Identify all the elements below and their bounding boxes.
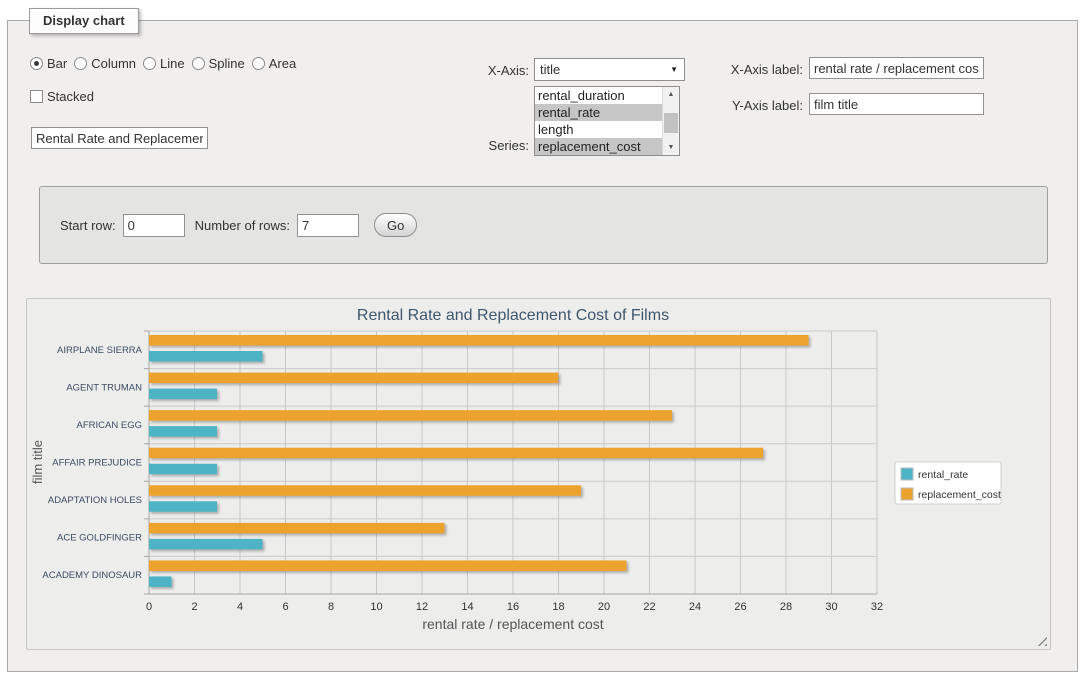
- radio-icon[interactable]: [143, 57, 157, 70]
- bar-rental_rate: [149, 501, 218, 512]
- series-multiselect[interactable]: rental_duration rental_rate length replacem…: [534, 86, 680, 156]
- svg-text:18: 18: [552, 601, 564, 613]
- svg-text:32: 32: [871, 601, 883, 613]
- x-axis-select-label: X-Axis:: [487, 63, 529, 78]
- svg-text:rental rate / replacement cost: rental rate / replacement cost: [422, 616, 603, 632]
- go-button[interactable]: Go: [374, 213, 418, 237]
- svg-text:12: 12: [416, 601, 428, 613]
- bar-rental_rate: [149, 351, 263, 362]
- svg-text:20: 20: [598, 601, 610, 613]
- legend-swatch-replacement_cost: [900, 487, 914, 501]
- radio-icon[interactable]: [191, 57, 205, 70]
- display-chart-fieldset: Display chart Bar Column Line Spline Area St…: [7, 8, 1078, 672]
- svg-text:ACE GOLDFINGER: ACE GOLDFINGER: [57, 533, 142, 544]
- radio-label: Bar: [47, 56, 68, 71]
- chart-type-radio-line[interactable]: Line: [143, 56, 185, 71]
- series-options: rental_duration rental_rate length replacem…: [535, 87, 662, 155]
- radio-icon[interactable]: [74, 57, 88, 70]
- chart-type-radio-column[interactable]: Column: [74, 56, 136, 71]
- svg-text:ADAPTATION HOLES: ADAPTATION HOLES: [48, 495, 142, 506]
- svg-text:AFRICAN EGG: AFRICAN EGG: [77, 420, 142, 431]
- svg-text:22: 22: [643, 601, 655, 613]
- dropdown-arrow-icon: ▼: [670, 65, 678, 74]
- scrollbar-thumb[interactable]: [664, 113, 678, 133]
- svg-text:6: 6: [282, 601, 288, 613]
- bar-replacement_cost: [149, 372, 559, 384]
- svg-text:0: 0: [146, 601, 152, 613]
- scrollbar-up-icon[interactable]: ▲: [663, 87, 679, 102]
- chart-title-input[interactable]: [31, 127, 208, 149]
- chart-type-radio-area[interactable]: Area: [251, 56, 297, 71]
- svg-text:8: 8: [328, 601, 334, 613]
- series-list-label: Series:: [488, 138, 529, 153]
- svg-text:AFFAIR PREJUDICE: AFFAIR PREJUDICE: [52, 458, 142, 469]
- x-axis-label-label: X-Axis label:: [730, 62, 803, 77]
- series-option-length[interactable]: length: [538, 122, 574, 137]
- radio-icon[interactable]: [30, 57, 43, 70]
- x-axis-select[interactable]: title ▼: [534, 58, 685, 81]
- row-range-panel: Start row: Number of rows: Go: [39, 186, 1048, 264]
- chart-legend: rental_rate replacement_cost: [894, 461, 1002, 505]
- radio-label: Area: [268, 56, 297, 71]
- bar-rental_rate: [149, 463, 218, 475]
- radio-icon[interactable]: [251, 57, 265, 70]
- checkbox-icon[interactable]: [30, 90, 43, 103]
- bar-rental_rate: [149, 576, 172, 587]
- series-scrollbar[interactable]: ▲ ▼: [662, 87, 679, 155]
- resize-grip-icon[interactable]: [1036, 635, 1047, 646]
- y-axis-label-input[interactable]: [809, 93, 984, 115]
- svg-text:replacement_cost: replacement_cost: [918, 489, 1001, 501]
- bar-replacement_cost: [149, 447, 764, 459]
- svg-text:ACADEMY DINOSAUR: ACADEMY DINOSAUR: [42, 570, 142, 581]
- svg-text:14: 14: [461, 601, 473, 613]
- radio-label: Column: [91, 56, 137, 71]
- chart-type-radio-spline[interactable]: Spline: [191, 56, 245, 71]
- svg-text:4: 4: [237, 601, 243, 613]
- x-axis-label-input[interactable]: [809, 57, 984, 79]
- svg-text:10: 10: [370, 601, 382, 613]
- svg-text:AIRPLANE SIERRA: AIRPLANE SIERRA: [57, 345, 143, 356]
- series-option-rental_duration[interactable]: rental_duration: [538, 88, 625, 103]
- svg-text:24: 24: [689, 601, 701, 613]
- bar-replacement_cost: [149, 335, 809, 346]
- svg-text:16: 16: [507, 601, 519, 613]
- svg-text:film title: film title: [30, 440, 45, 484]
- svg-text:Rental Rate and Replacement Co: Rental Rate and Replacement Cost of Film…: [357, 307, 669, 324]
- stacked-label: Stacked: [47, 89, 94, 104]
- legend-swatch-rental_rate: [900, 467, 914, 481]
- bar-rental_rate: [149, 538, 263, 550]
- start-row-label: Start row:: [60, 217, 116, 233]
- radio-label: Line: [160, 56, 185, 71]
- x-axis-selected-value: title: [540, 62, 561, 77]
- num-rows-label: Number of rows:: [194, 217, 290, 233]
- chart-type-radio-group: Bar Column Line Spline Area: [30, 56, 296, 71]
- svg-text:rental_rate: rental_rate: [918, 469, 968, 481]
- fieldset-legend: Display chart: [29, 8, 139, 34]
- bar-replacement_cost: [149, 522, 445, 534]
- svg-text:2: 2: [191, 601, 197, 613]
- scrollbar-down-icon[interactable]: ▼: [663, 140, 679, 155]
- series-option-replacement_cost[interactable]: replacement_cost: [535, 138, 662, 155]
- bar-replacement_cost: [149, 410, 673, 421]
- svg-text:28: 28: [780, 601, 792, 613]
- chart-container: 0 2 4 6 8 10 12 14 16 18 20 22 24 26 28 30 32 AIRPLANE SI…: [26, 298, 1051, 650]
- bar-replacement_cost: [149, 485, 582, 496]
- svg-text:26: 26: [734, 601, 746, 613]
- stacked-checkbox-row[interactable]: Stacked: [30, 89, 94, 104]
- svg-text:30: 30: [825, 601, 837, 613]
- radio-label: Spline: [208, 56, 245, 71]
- start-row-input[interactable]: [122, 213, 185, 237]
- bar-rental_rate: [149, 426, 218, 437]
- num-rows-input[interactable]: [297, 213, 359, 237]
- series-option-rental_rate[interactable]: rental_rate: [535, 104, 662, 121]
- bar-replacement_cost: [149, 560, 627, 571]
- bar-rental_rate: [149, 388, 218, 400]
- y-axis-label-label: Y-Axis label:: [731, 98, 803, 113]
- svg-text:AGENT TRUMAN: AGENT TRUMAN: [66, 382, 142, 393]
- chart-type-radio-bar[interactable]: Bar: [30, 56, 67, 71]
